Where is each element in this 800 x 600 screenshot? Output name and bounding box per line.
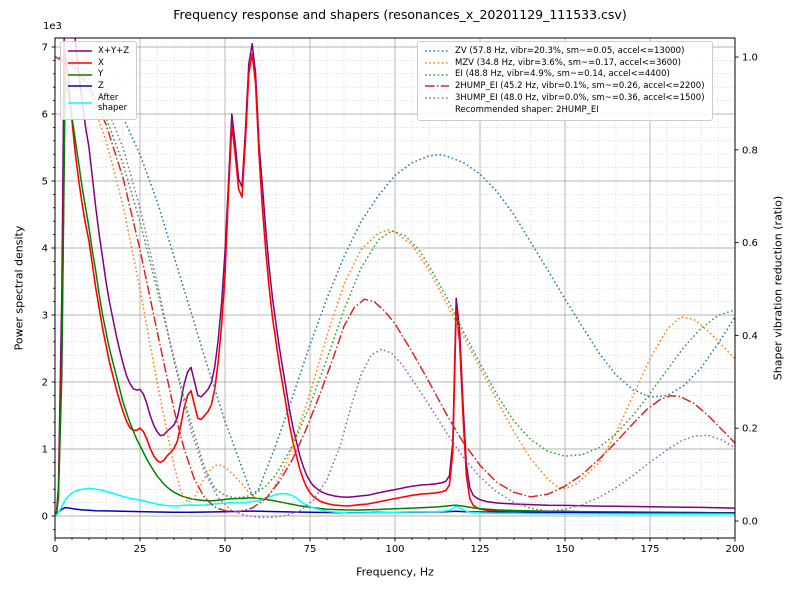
legend-swatch-3hump-ei bbox=[425, 97, 449, 99]
series-mzv bbox=[55, 56, 735, 504]
legend-item-xyz-psd: X+Y+Z bbox=[67, 46, 129, 57]
series-z-psd bbox=[55, 506, 735, 516]
legend-swatch-z-psd bbox=[68, 85, 92, 87]
legend-swatch-after-shaper-psd bbox=[68, 102, 92, 104]
legend-label-xyz-psd: X+Y+Z bbox=[98, 46, 130, 56]
legend-item-after-shaper-psd: After shaper bbox=[67, 93, 129, 114]
legend-swatch-zv bbox=[425, 50, 449, 53]
legend-label-2hump-ei: 2HUMP_EI (45.2 Hz, vibr=0.1%, sm~=0.26, … bbox=[455, 80, 705, 91]
y-right-tick-label: 0.4 bbox=[742, 331, 758, 342]
legend-item-z-psd: Z bbox=[67, 81, 129, 92]
x-tick-label: 200 bbox=[725, 544, 744, 555]
y-right-tick-label: 0.6 bbox=[742, 238, 758, 249]
series-zv bbox=[55, 56, 735, 497]
x-tick-label: 125 bbox=[470, 544, 489, 555]
series-2hump-ei bbox=[55, 56, 735, 513]
chart-title: Frequency response and shapers (resonanc… bbox=[173, 7, 627, 22]
y-left-tick-label: 0 bbox=[42, 512, 48, 523]
legend-item-3hump-ei: 3HUMP_EI (48.0 Hz, vibr=0.0%, sm~=0.36, … bbox=[424, 93, 705, 104]
legend-shapers: ZV (57.8 Hz, vibr=20.3%, sm~=0.05, accel… bbox=[417, 41, 713, 121]
legend-label-z-psd: Z bbox=[98, 80, 104, 91]
axis-ticks bbox=[51, 46, 739, 542]
x-tick-label: 50 bbox=[219, 544, 232, 555]
legend-item-y-psd: Y bbox=[67, 69, 129, 80]
legend-swatch-y-psd bbox=[68, 73, 92, 76]
y-axis-label-left: Power spectral density bbox=[12, 225, 26, 351]
legend-item-x-psd: X bbox=[67, 58, 129, 69]
legend-label-mzv: MZV (34.8 Hz, vibr=3.6%, sm~=0.17, accel… bbox=[455, 57, 681, 68]
y-axis-offset-text: 1e3 bbox=[43, 21, 62, 32]
y-left-tick-label: 5 bbox=[42, 176, 48, 187]
y-right-tick-label: 0.2 bbox=[742, 424, 758, 435]
legend-recommended-note: Recommended shaper: 2HUMP_EI bbox=[455, 105, 599, 116]
y-axis-label-right: Shaper vibration reduction (ratio) bbox=[771, 195, 785, 381]
y-left-tick-label: 1 bbox=[42, 445, 48, 456]
legend-item-2hump-ei: 2HUMP_EI (45.2 Hz, vibr=0.1%, sm~=0.26, … bbox=[424, 81, 705, 92]
tick-labels: 0 25 50 75 100 125 150 175 200 0 1 2 3 4 5 6 7 0.0 0.2 0.4 0… bbox=[42, 42, 758, 555]
y-left-tick-label: 7 bbox=[42, 42, 48, 53]
x-tick-label: 0 bbox=[52, 544, 58, 555]
legend-item-zv: ZV (57.8 Hz, vibr=20.3%, sm~=0.05, accel… bbox=[424, 46, 705, 57]
y-left-tick-label: 6 bbox=[42, 109, 48, 120]
series-3hump-ei bbox=[55, 56, 735, 519]
legend-item-ei: EI (48.8 Hz, vibr=4.9%, sm~=0.14, accel<… bbox=[424, 69, 705, 80]
x-tick-label: 100 bbox=[385, 544, 404, 555]
legend-label-x-psd: X bbox=[98, 57, 104, 68]
y-left-tick-label: 2 bbox=[42, 378, 48, 389]
legend-swatch-ei bbox=[425, 73, 449, 76]
legend-label-y-psd: Y bbox=[98, 69, 104, 80]
y-right-tick-label: 1.0 bbox=[742, 53, 758, 64]
x-tick-label: 25 bbox=[134, 544, 147, 555]
legend-swatch-xyz-psd bbox=[68, 50, 92, 53]
x-tick-label: 75 bbox=[304, 544, 317, 555]
series-x-psd bbox=[55, 52, 735, 515]
y-right-tick-label: 0.0 bbox=[742, 517, 758, 528]
legend-label-ei: EI (48.8 Hz, vibr=4.9%, sm~=0.14, accel<… bbox=[455, 69, 670, 80]
legend-swatch-mzv bbox=[425, 62, 449, 64]
series-curves bbox=[55, 38, 735, 519]
x-axis-label: Frequency, Hz bbox=[356, 565, 434, 579]
x-tick-label: 175 bbox=[640, 544, 659, 555]
y-left-tick-label: 3 bbox=[42, 311, 48, 322]
legend-label-3hump-ei: 3HUMP_EI (48.0 Hz, vibr=0.0%, sm~=0.36, … bbox=[455, 92, 705, 103]
legend-label-zv: ZV (57.8 Hz, vibr=20.3%, sm~=0.05, accel… bbox=[455, 46, 685, 56]
legend-swatch-x-psd bbox=[68, 62, 92, 64]
series-y-psd bbox=[55, 76, 735, 515]
y-right-tick-label: 0.8 bbox=[742, 145, 758, 156]
x-tick-label: 150 bbox=[555, 544, 574, 555]
series-after-shaper-psd bbox=[55, 487, 735, 516]
legend-label-after-shaper-psd: After shaper bbox=[98, 92, 128, 114]
legend-item-mzv: MZV (34.8 Hz, vibr=3.6%, sm~=0.17, accel… bbox=[424, 58, 705, 69]
y-left-tick-label: 4 bbox=[42, 243, 48, 254]
legend-swatch-2hump-ei bbox=[425, 85, 449, 87]
legend-psd: X+Y+Z X Y Z After shaper bbox=[60, 41, 138, 120]
